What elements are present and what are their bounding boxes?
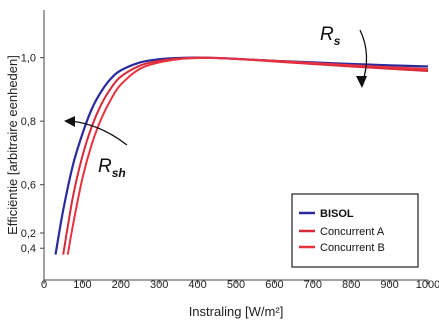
x-tick-label: 200 (112, 279, 130, 291)
y-tick-label: 0,4 (21, 243, 36, 255)
annotation-rs: Rs (320, 24, 368, 88)
x-tick-label: 400 (188, 279, 206, 291)
y-tick-label: 1,0 (21, 53, 36, 65)
y-tick-label: 0,6 (21, 180, 36, 192)
y-ticks: 0,2 0,4 0,6 0,8 1,0 (21, 53, 44, 255)
series-layer (54, 56, 429, 255)
x-tick-label: 500 (227, 279, 245, 291)
y-tick-label: 0,2 (21, 228, 36, 240)
annotation-rs-label: Rs (320, 24, 341, 48)
annotation-rsh-label: Rsh (98, 156, 126, 180)
annotation-rs-arrowhead (356, 76, 367, 88)
x-tick-label: 600 (265, 279, 283, 291)
series-line-concurrent-b (66, 56, 429, 255)
legend: BISOL Concurrent A Concurrent B (291, 193, 419, 268)
x-tick-label: 0 (41, 279, 47, 291)
x-tick-label: 800 (342, 279, 360, 291)
x-tick-label: 100 (73, 279, 91, 291)
legend-label-concurrent-a: Concurrent A (320, 226, 385, 238)
legend-label-concurrent-b: Concurrent B (320, 242, 385, 254)
x-ticks: 0 100 200 300 400 500 600 700 800 900 1000 (41, 279, 439, 291)
series-line-concurrent-a (62, 56, 429, 255)
annotation-rs-arrow (359, 29, 368, 85)
x-tick-label: 900 (380, 279, 398, 291)
x-tick-label: 1000 (416, 279, 439, 291)
y-axis-label: Efficiëntie [arbitraire eenheden] (5, 55, 20, 235)
x-tick-label: 300 (150, 279, 168, 291)
annotation-rsh: Rsh (64, 116, 128, 180)
annotation-rsh-arrowhead (64, 116, 75, 127)
x-tick-label: 700 (304, 279, 322, 291)
legend-label-bisol: BISOL (320, 208, 354, 220)
y-tick-label: 0,8 (21, 116, 36, 128)
x-axis-label: Instraling [W/m²] (189, 304, 284, 319)
